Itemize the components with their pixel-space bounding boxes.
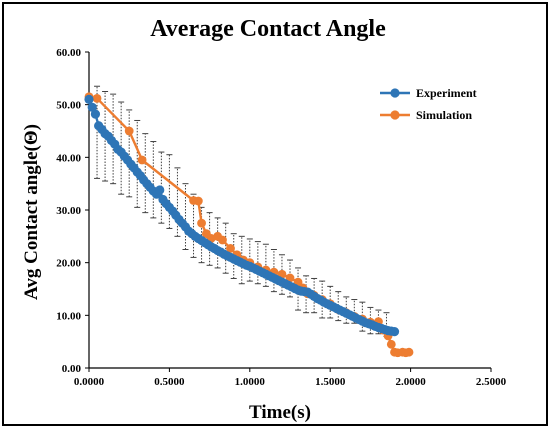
- x-tick-label: 2.5000: [476, 376, 507, 388]
- plot-area: 0.00 10.00 20.00 30.00 40.00 50.00 60.00 0.0000…: [56, 47, 506, 388]
- experiment-point: [84, 94, 94, 104]
- experiment-point: [87, 102, 97, 112]
- x-tick-label: 1.0000: [235, 376, 266, 388]
- y-tick-label: 50.00: [56, 100, 81, 112]
- simulation-point: [193, 196, 203, 206]
- legend-label-simulation: Simulation: [416, 108, 472, 122]
- y-axis-label: Avg Contact angle(Θ): [21, 124, 42, 300]
- x-tick-label: 0.5000: [154, 376, 185, 388]
- simulation-point: [92, 93, 102, 103]
- x-tick-label: 0.0000: [74, 376, 105, 388]
- y-tick-label: 10.00: [56, 310, 81, 322]
- simulation-point: [197, 218, 206, 228]
- legend: Experiment Simulation: [380, 86, 477, 122]
- simulation-point: [124, 126, 134, 136]
- legend-label-experiment: Experiment: [416, 86, 477, 100]
- y-tick-label: 60.00: [56, 47, 81, 59]
- x-axis-label: Time(s): [249, 402, 311, 423]
- experiment-series: [84, 94, 400, 337]
- chart-title: Average Contact Angle: [150, 16, 386, 42]
- x-tick-label: 2.0000: [395, 376, 426, 388]
- y-tick-label: 0.00: [62, 363, 82, 375]
- legend-marker-experiment: [390, 88, 400, 98]
- simulation-point: [218, 235, 227, 245]
- simulation-point: [226, 244, 235, 253]
- y-tick-label: 40.00: [56, 152, 81, 164]
- y-tick-label: 20.00: [56, 258, 81, 270]
- simulation-point: [137, 155, 147, 165]
- experiment-point: [90, 109, 101, 119]
- x-tick-label: 1.5000: [315, 376, 346, 388]
- simulation-point: [386, 339, 396, 349]
- legend-marker-simulation: [390, 110, 400, 120]
- simulation-point: [404, 347, 414, 357]
- y-tick-label: 30.00: [56, 205, 81, 217]
- experiment-point: [389, 327, 400, 337]
- experiment-point: [155, 185, 165, 195]
